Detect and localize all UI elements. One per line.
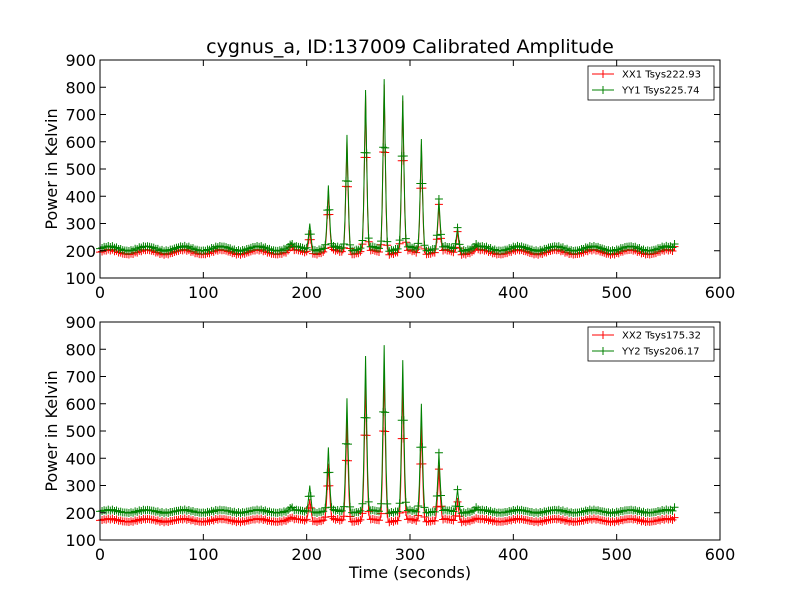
bottom-y-axis-label: Power in Kelvin: [42, 370, 61, 491]
top-y-tick-label: 500: [65, 160, 96, 179]
top-y-tick-label: 100: [65, 269, 96, 288]
bottom-x-tick-label: 400: [498, 545, 529, 564]
bottom-x-tick-label: 200: [291, 545, 322, 564]
bottom-y-tick-label: 500: [65, 422, 96, 441]
top-y-tick-label: 900: [65, 51, 96, 70]
bottom-series-layer: [96, 345, 679, 527]
bottom-ticks: 0 100 200 300 400 500 600100200300400500600700…: [65, 313, 735, 564]
top-series-line-yy: [99, 79, 676, 253]
bottom-y-tick-label: 100: [65, 531, 96, 550]
bottom-legend: XX2 Tsys175.32 YY2 Tsys206.17: [587, 326, 715, 362]
bottom-y-tick-label: 200: [65, 504, 96, 523]
bottom-x-tick-label: 500: [601, 545, 632, 564]
top-legend-marker-xx1: [599, 70, 607, 78]
top-series-markers-yy: [96, 143, 679, 256]
top-x-tick-label: 100: [188, 283, 219, 302]
top-legend-label-yy1: YY1 Tsys225.74: [621, 86, 700, 97]
bottom-y-tick-label: 900: [65, 313, 96, 332]
top-legend-entry-yy1: YY1 Tsys225.74: [592, 86, 700, 97]
bottom-panel: 0 100 200 300 400 500 600100200300400500600700…: [42, 313, 735, 582]
top-y-tick-label: 300: [65, 215, 96, 234]
bottom-legend-label-xx2: XX2 Tsys175.32: [622, 331, 701, 342]
bottom-legend-marker-yy2: [599, 347, 607, 355]
top-legend-marker-yy1: [599, 86, 607, 94]
top-x-tick-label: 600: [705, 283, 736, 302]
bottom-legend-box: [587, 326, 715, 362]
top-y-tick-label: 600: [65, 133, 96, 152]
top-legend-label-xx1: XX1 Tsys222.93: [622, 70, 701, 81]
top-y-tick-label: 800: [65, 78, 96, 97]
top-series-layer: [96, 79, 679, 259]
top-legend: XX1 Tsys222.93 YY1 Tsys225.74: [587, 65, 715, 101]
bottom-y-tick-label: 300: [65, 477, 96, 496]
bottom-y-tick-label: 800: [65, 340, 96, 359]
top-x-tick-label: 300: [395, 283, 426, 302]
bottom-x-tick-label: 100: [188, 545, 219, 564]
top-x-tick-label: 200: [291, 283, 322, 302]
bottom-legend-entry-xx2: XX2 Tsys175.32: [592, 331, 701, 342]
bottom-series-markers-yy: [96, 407, 679, 518]
bottom-x-tick-label: 300: [395, 545, 426, 564]
bottom-x-tick-label: 0: [95, 545, 105, 564]
top-y-axis-label: Power in Kelvin: [42, 108, 61, 229]
top-x-tick-label: 500: [601, 283, 632, 302]
bottom-y-tick-label: 700: [65, 368, 96, 387]
top-y-tick-label: 200: [65, 242, 96, 261]
bottom-legend-label-yy2: YY2 Tsys206.17: [621, 347, 700, 358]
chart-title: cygnus_a, ID:137009 Calibrated Amplitude: [206, 36, 614, 58]
bottom-series-line-yy: [99, 345, 676, 515]
top-legend-box: [587, 65, 715, 101]
bottom-y-tick-label: 600: [65, 395, 96, 414]
top-panel: 0 100 200 300 400 500 600100200300400500600700…: [42, 51, 735, 302]
top-y-tick-label: 700: [65, 106, 96, 125]
bottom-legend-marker-xx2: [599, 331, 607, 339]
bottom-y-tick-label: 400: [65, 449, 96, 468]
top-x-tick-label: 0: [95, 283, 105, 302]
bottom-x-tick-label: 600: [705, 545, 736, 564]
top-legend-entry-xx1: XX1 Tsys222.93: [592, 70, 701, 81]
bottom-legend-entry-yy2: YY2 Tsys206.17: [592, 347, 700, 358]
top-y-tick-label: 400: [65, 187, 96, 206]
top-ticks: 0 100 200 300 400 500 600100200300400500600700…: [65, 51, 735, 302]
x-axis-label: Time (seconds): [348, 563, 471, 582]
top-x-tick-label: 400: [498, 283, 529, 302]
